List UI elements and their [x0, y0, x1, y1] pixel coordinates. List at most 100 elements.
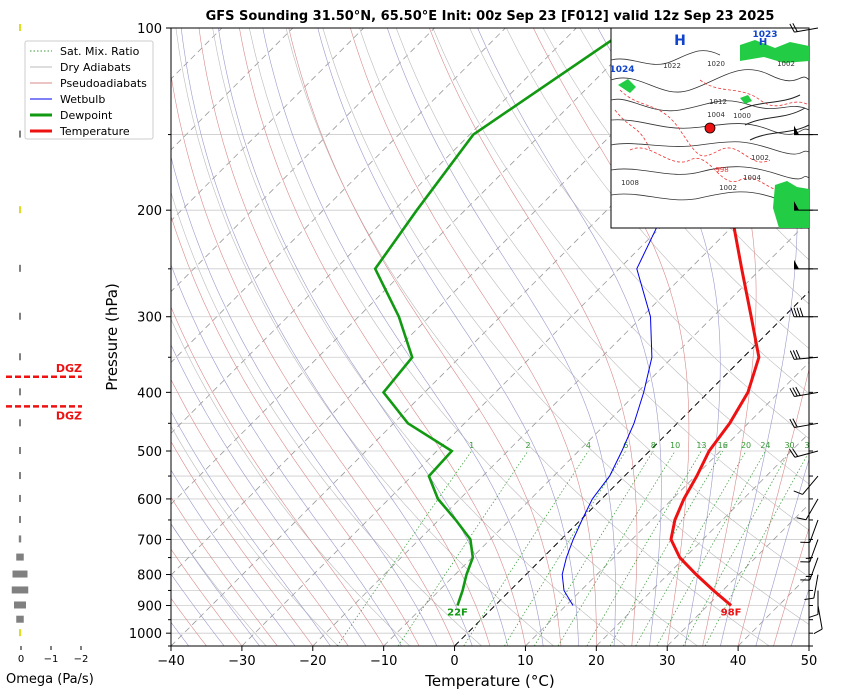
- y-tick-label: 200: [137, 204, 162, 219]
- barb-flag: [794, 259, 799, 269]
- omega-bar: [19, 353, 21, 361]
- isotherm: [808, 645, 809, 646]
- omega-bar: [11, 586, 29, 594]
- moist-adiabat: [180, 28, 473, 646]
- mixing-ratio-line: [337, 450, 472, 646]
- barb-full: [792, 418, 798, 428]
- pseudoadiabat: [198, 28, 491, 646]
- wind-barb: [789, 448, 819, 458]
- wind-barb: [793, 475, 819, 495]
- omega-bar: [19, 130, 21, 138]
- barb-full: [793, 307, 798, 317]
- omega-bar: [19, 472, 21, 480]
- y-tick-label: 1000: [129, 627, 162, 642]
- dry-adiabat: [506, 28, 809, 394]
- barb-full: [789, 350, 795, 360]
- pseudoadiabat: [737, 367, 809, 646]
- barb-full: [792, 23, 798, 32]
- legend-label: Dry Adiabats: [60, 61, 131, 74]
- barb-staff: [794, 450, 819, 458]
- omega-bar: [19, 494, 21, 502]
- wind-barb: [790, 307, 818, 318]
- legend-label: Pseudoadiabats: [60, 77, 147, 90]
- legend-label: Sat. Mix. Ratio: [60, 45, 140, 58]
- isotherm: [383, 220, 809, 646]
- moist-adiabat: [171, 155, 438, 646]
- dry-adiabat: [249, 28, 698, 646]
- mixing-ratio-label: 16: [718, 441, 728, 450]
- barb-staff: [809, 557, 819, 581]
- moist-adiabat: [755, 458, 809, 646]
- dry-adiabat: [171, 523, 267, 646]
- y-tick-label: 700: [137, 533, 162, 548]
- legend: Sat. Mix. Ratio Dry Adiabats Pseudoadiabat…: [24, 40, 154, 140]
- barb-staff: [794, 356, 819, 360]
- x-tick-label: 0: [450, 654, 458, 669]
- barb-staff: [794, 391, 819, 398]
- dry-adiabat: [359, 28, 809, 578]
- moist-adiabat: [262, 28, 544, 646]
- mixing-ratio-line: [609, 450, 724, 646]
- omega-bar: [19, 388, 21, 396]
- barb-full: [792, 448, 799, 457]
- isotherm: [596, 432, 809, 646]
- dry-adiabat: [171, 191, 482, 646]
- mixing-ratio-line: [533, 450, 654, 646]
- legend-label: Temperature: [59, 125, 130, 138]
- dry-adiabat: [542, 28, 809, 349]
- wind-barb: [800, 539, 819, 563]
- dry-adiabat: [469, 28, 809, 439]
- barb-staff: [817, 605, 823, 630]
- moist-adiabat: [171, 523, 260, 646]
- dry-adiabat: [432, 28, 809, 485]
- x-tick-label: −40: [157, 654, 184, 669]
- barb-full: [804, 597, 814, 601]
- mixing-ratio-label: 2: [525, 441, 530, 450]
- wind-barb: [813, 605, 823, 635]
- wind-barb: [800, 557, 819, 581]
- mixing-ratio-line: [463, 450, 589, 646]
- barb-staff: [794, 422, 819, 428]
- temperature-surface-label: 98F: [721, 607, 742, 618]
- omega-bar: [16, 615, 24, 623]
- dry-adiabat: [837, 28, 852, 646]
- mixing-ratio-line: [635, 450, 747, 646]
- barb-full: [799, 307, 804, 317]
- dry-adiabat: [171, 425, 339, 646]
- omega-bar: [19, 24, 21, 31]
- mixing-ratio-label: 6: [623, 441, 628, 450]
- x-tick-label: 40: [730, 654, 747, 669]
- barb-staff: [813, 574, 819, 599]
- wind-barb: [794, 125, 818, 136]
- barb-full: [789, 23, 795, 33]
- mixing-ratio-label: 10: [670, 441, 680, 450]
- barb-flag: [794, 201, 799, 211]
- y-axis-label: Pressure (hPa): [103, 283, 121, 391]
- omega-bar: [14, 601, 26, 609]
- dry-adiabat: [285, 28, 770, 646]
- map-label: 1004: [707, 111, 725, 119]
- barb-full: [795, 386, 801, 396]
- pseudoadiabat: [844, 28, 852, 646]
- pseudoadiabat: [171, 215, 420, 646]
- barb-flag: [794, 125, 799, 135]
- barb-staff: [809, 539, 819, 563]
- omega-bar: [19, 206, 21, 214]
- pseudoadiabat: [808, 644, 809, 646]
- y-tick-label: 300: [137, 311, 162, 326]
- pseudoadiabat: [671, 28, 757, 646]
- isotherm: [312, 149, 809, 646]
- pseudoadiabat: [288, 28, 562, 646]
- barb-staff: [794, 27, 819, 33]
- barb-staff: [802, 475, 819, 495]
- moist-adiabat: [218, 28, 508, 646]
- pseudoadiabat: [350, 28, 597, 646]
- temperature-line: [669, 28, 761, 607]
- omega-bar: [19, 515, 21, 523]
- mixing-ratio-label: 4: [586, 441, 591, 450]
- moist-adiabat: [720, 28, 798, 646]
- moist-adiabat: [171, 573, 225, 646]
- barb-full: [796, 307, 801, 317]
- wind-barb: [808, 590, 819, 618]
